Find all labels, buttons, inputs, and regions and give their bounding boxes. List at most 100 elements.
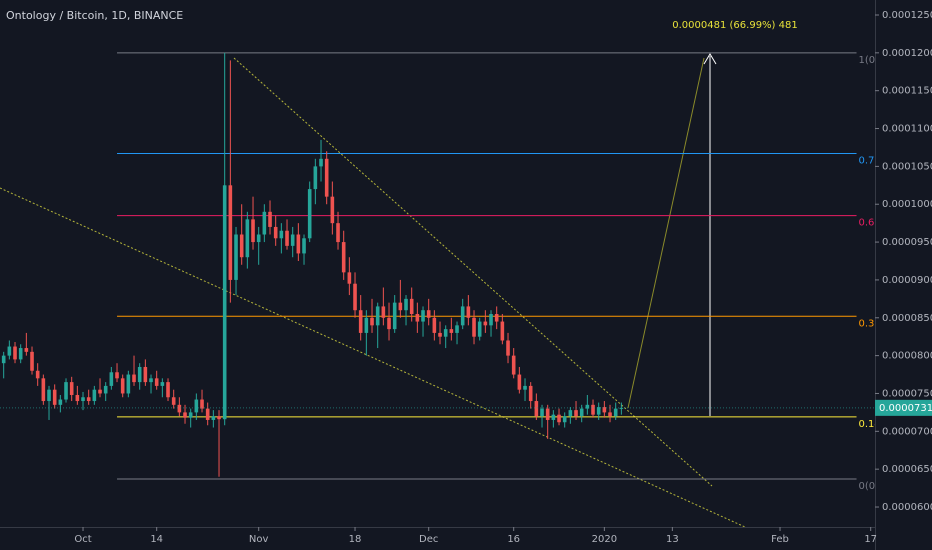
y-tick-label: 0.0001100 bbox=[882, 124, 932, 135]
candle-body bbox=[279, 230, 284, 239]
arrow-head bbox=[703, 53, 717, 65]
candle-body bbox=[409, 298, 414, 314]
y-tick-label: 0.0000650 bbox=[882, 464, 932, 475]
candle-body bbox=[477, 321, 482, 337]
fib-label: 0(0.0 bbox=[859, 481, 885, 492]
candle-body bbox=[608, 412, 612, 417]
candle-body bbox=[160, 382, 165, 386]
candle-body bbox=[143, 366, 148, 383]
candle-body bbox=[18, 348, 23, 360]
y-tick-label: 0.0000850 bbox=[882, 313, 932, 324]
last-price-box bbox=[875, 399, 932, 416]
candle-body bbox=[392, 302, 397, 330]
candle-body bbox=[58, 399, 63, 405]
candle-body bbox=[69, 382, 74, 395]
candle-body bbox=[489, 313, 493, 326]
last-price-label: 0.0000731 bbox=[879, 403, 932, 414]
candle-body bbox=[166, 382, 170, 398]
candle-body bbox=[251, 219, 255, 243]
candle-body bbox=[183, 412, 187, 418]
fib-label: 0.14 bbox=[859, 419, 881, 430]
candle-body bbox=[523, 385, 527, 390]
trend-line bbox=[0, 187, 746, 527]
candle-body bbox=[115, 372, 119, 379]
candle-body bbox=[347, 272, 352, 284]
candle-body bbox=[92, 389, 97, 402]
x-tick-label: Nov bbox=[249, 534, 269, 545]
candle-body bbox=[177, 404, 182, 413]
y-tick-label: 0.0001050 bbox=[882, 161, 932, 172]
candle-body bbox=[137, 366, 142, 383]
candle-body bbox=[313, 166, 318, 190]
candle-body bbox=[200, 399, 204, 409]
fib-label: 0.76 bbox=[859, 156, 881, 167]
candle-body bbox=[154, 378, 159, 386]
x-tick-label: 13 bbox=[666, 534, 679, 545]
fib-label: 1(0.0 bbox=[859, 55, 885, 66]
x-tick-label: 18 bbox=[349, 534, 362, 545]
candle-body bbox=[52, 389, 57, 405]
candle-body bbox=[205, 408, 210, 420]
candle-body bbox=[398, 302, 403, 311]
chart-title: Ontology / Bitcoin, 1D, BINANCE bbox=[6, 9, 183, 22]
candle-body bbox=[557, 414, 561, 423]
candle-body bbox=[404, 298, 408, 311]
candle-body bbox=[511, 355, 516, 375]
candle-body bbox=[353, 283, 357, 311]
candle-body bbox=[64, 382, 68, 400]
candle-body bbox=[551, 414, 556, 420]
candle-body bbox=[466, 306, 471, 318]
candle-body bbox=[268, 211, 272, 227]
candle-body bbox=[472, 317, 476, 337]
x-tick-label: 16 bbox=[507, 534, 520, 545]
candle-body bbox=[483, 321, 488, 326]
x-tick-label: Feb bbox=[771, 534, 789, 545]
candle-body bbox=[455, 325, 459, 333]
candle-body bbox=[579, 408, 584, 417]
candle-body bbox=[1, 355, 6, 364]
candle-body bbox=[75, 394, 80, 402]
x-tick-label: Oct bbox=[74, 534, 91, 545]
y-tick-label: 0.0001200 bbox=[882, 48, 932, 59]
candle-body bbox=[364, 317, 369, 333]
candle-body bbox=[596, 407, 601, 415]
candle-body bbox=[171, 397, 176, 405]
candle-body bbox=[568, 410, 573, 417]
candle-body bbox=[132, 374, 136, 383]
candle-body bbox=[460, 306, 465, 326]
candle-body bbox=[217, 416, 221, 420]
candle-body bbox=[443, 329, 448, 337]
x-tick-label: Dec bbox=[419, 534, 438, 545]
candle-body bbox=[273, 226, 278, 239]
candle-body bbox=[30, 351, 34, 371]
candle-body bbox=[336, 223, 340, 243]
candle-body bbox=[307, 189, 312, 239]
candle-body bbox=[341, 242, 346, 273]
candle-body bbox=[120, 378, 125, 394]
candle-body bbox=[324, 158, 329, 197]
y-tick-label: 0.0000800 bbox=[882, 351, 932, 362]
candle-body bbox=[81, 397, 85, 402]
candle-body bbox=[387, 317, 391, 330]
candle-body bbox=[239, 234, 244, 258]
candle-body bbox=[35, 370, 40, 379]
candle-body bbox=[285, 230, 289, 246]
y-tick-label: 0.0000700 bbox=[882, 426, 932, 437]
candle-body bbox=[381, 306, 386, 318]
candle-body bbox=[534, 401, 539, 417]
candle-body bbox=[449, 329, 454, 333]
candle-body bbox=[262, 211, 267, 235]
candle-body bbox=[41, 378, 46, 402]
x-tick-label: 17 bbox=[864, 534, 877, 545]
candle-body bbox=[13, 346, 17, 360]
candle-body bbox=[86, 397, 91, 402]
candle-body bbox=[319, 158, 323, 167]
candle-body bbox=[432, 317, 437, 333]
y-tick-label: 0.0001150 bbox=[882, 86, 932, 97]
candle-body bbox=[302, 238, 306, 254]
y-tick-label: 0.0000900 bbox=[882, 275, 932, 286]
candle-body bbox=[591, 404, 595, 415]
